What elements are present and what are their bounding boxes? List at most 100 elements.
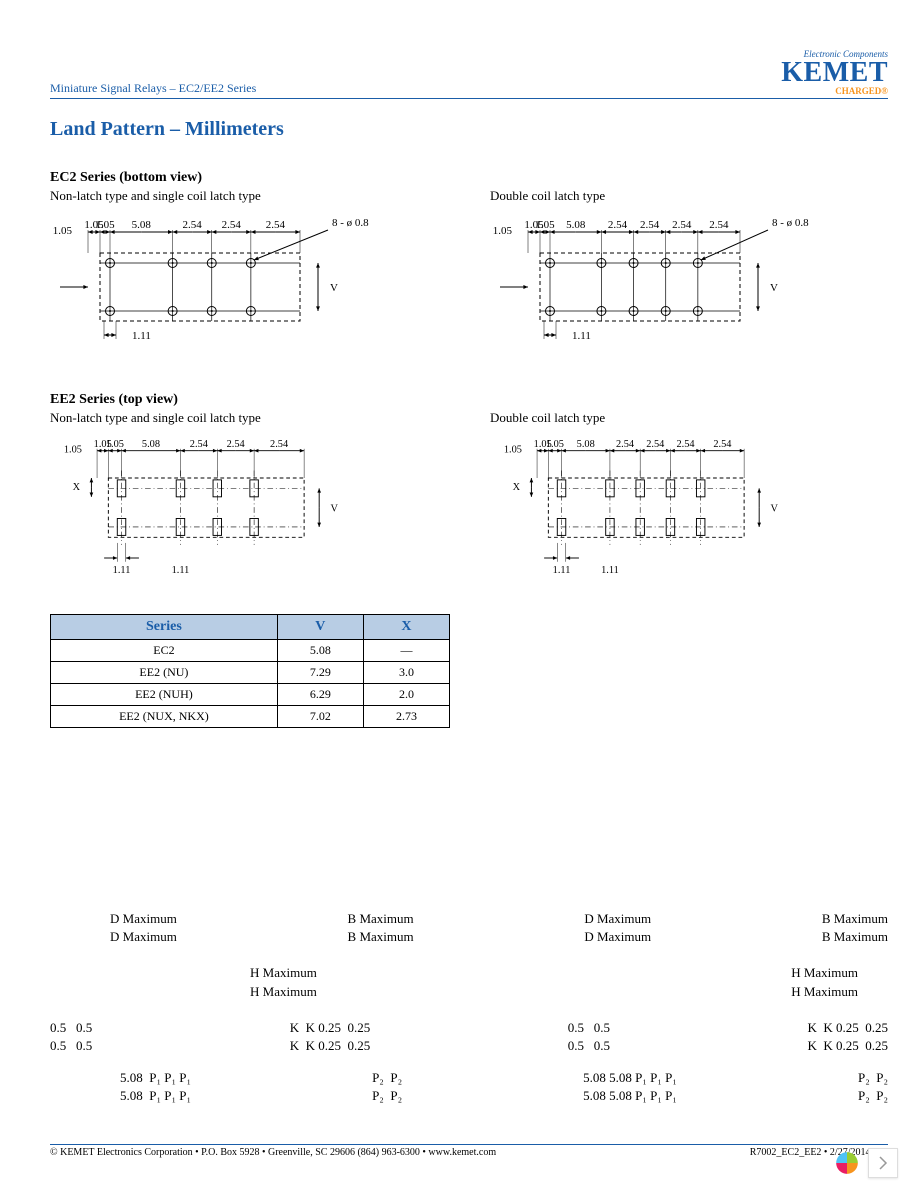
ec2-left-diagram: 1.051.055.082.542.542.541.058 - ø 0.8V1.…: [50, 208, 370, 368]
table-row: EC25.08—: [51, 640, 450, 662]
ee2-left-diagram: 1.051.055.082.542.542.541.05VX1.111.11: [50, 430, 370, 590]
svg-text:V: V: [770, 503, 778, 514]
floating-labels: D Maximum D Maximum B Maximum B Maximum …: [50, 910, 888, 1106]
footer-left: © KEMET Electronics Corporation • P.O. B…: [50, 1147, 496, 1158]
svg-text:5.08: 5.08: [142, 439, 160, 450]
svg-text:1.11: 1.11: [172, 565, 190, 576]
fl-05-1: 0.5 0.5 0.5 0.5: [50, 1019, 92, 1055]
svg-text:2.54: 2.54: [190, 439, 209, 450]
th-v: V: [277, 615, 363, 640]
svg-text:1.05: 1.05: [95, 219, 115, 231]
logo-sub: CHARGED®: [781, 87, 888, 96]
table-cell: EE2 (NUX, NKX): [51, 706, 278, 728]
fl-row-2: H Maximum H Maximum H Maximum H Maximum: [50, 964, 888, 1000]
svg-text:2.54: 2.54: [270, 439, 289, 450]
table-cell: 7.29: [277, 662, 363, 684]
ec2-row: Non-latch type and single coil latch typ…: [50, 188, 888, 368]
fl-bmax-2: B Maximum B Maximum: [822, 910, 888, 946]
svg-text:1.05: 1.05: [546, 439, 564, 450]
fl-p-1: 5.08 P₁ P₁ P₁ 5.08 P₁ P₁ P₁: [120, 1069, 191, 1105]
series-title: Miniature Signal Relays – EC2/EE2 Series: [50, 81, 256, 96]
ec2-left-svg: 1.051.055.082.542.542.541.058 - ø 0.8V1.…: [50, 208, 370, 368]
ec2-left-sub: Non-latch type and single coil latch typ…: [50, 188, 370, 204]
ee2-row: Non-latch type and single coil latch typ…: [50, 410, 888, 590]
svg-text:1.05: 1.05: [53, 225, 73, 237]
table-row: EE2 (NU)7.293.0: [51, 662, 450, 684]
page-header: Miniature Signal Relays – EC2/EE2 Series…: [50, 50, 888, 99]
fl-p-2: 5.08 5.08 P₁ P₁ P₁ 5.08 5.08 P₁ P₁ P₁: [583, 1069, 677, 1105]
svg-text:5.08: 5.08: [577, 439, 595, 450]
svg-text:1.05: 1.05: [106, 439, 124, 450]
ee2-right-svg: 1.051.055.082.542.542.542.541.05VX1.111.…: [490, 430, 810, 590]
pinwheel-icon: [834, 1150, 860, 1176]
svg-text:1.05: 1.05: [504, 445, 522, 456]
fl-hmax-2: H Maximum H Maximum: [791, 964, 858, 1000]
svg-text:8 - ø 0.8: 8 - ø 0.8: [332, 217, 369, 229]
next-page-button[interactable]: [868, 1148, 898, 1178]
ee2-heading: EE2 Series (top view): [50, 392, 888, 408]
svg-text:2.54: 2.54: [616, 439, 635, 450]
svg-text:X: X: [513, 482, 521, 493]
ee2-right-sub: Double coil latch type: [490, 410, 810, 426]
svg-text:2.54: 2.54: [183, 219, 203, 231]
ec2-right-col: Double coil latch type 1.051.055.082.542…: [490, 188, 810, 368]
fl-row-3: 0.5 0.5 0.5 0.5 K K 0.25 0.25 K K 0.25 0…: [50, 1019, 888, 1055]
svg-text:V: V: [330, 503, 338, 514]
ec2-right-svg: 1.051.055.082.542.542.542.541.058 - ø 0.…: [490, 208, 810, 368]
svg-text:V: V: [770, 282, 778, 294]
logo-text: KEMET: [781, 59, 888, 87]
table-cell: 2.0: [363, 684, 449, 706]
svg-text:V: V: [330, 282, 338, 294]
svg-text:X: X: [73, 482, 81, 493]
fl-dmax-2: D Maximum D Maximum: [584, 910, 651, 946]
svg-text:1.11: 1.11: [553, 565, 571, 576]
svg-text:2.54: 2.54: [672, 219, 692, 231]
table-cell: 7.02: [277, 706, 363, 728]
svg-text:1.11: 1.11: [113, 565, 131, 576]
svg-text:1.05: 1.05: [493, 225, 513, 237]
th-series: Series: [51, 615, 278, 640]
table-cell: EE2 (NUH): [51, 684, 278, 706]
svg-text:8 - ø 0.8: 8 - ø 0.8: [772, 217, 809, 229]
table-cell: 6.29: [277, 684, 363, 706]
svg-text:1.05: 1.05: [535, 219, 555, 231]
pager: [834, 1148, 898, 1178]
ec2-heading: EC2 Series (bottom view): [50, 170, 888, 186]
chevron-right-icon: [878, 1156, 888, 1170]
table-cell: —: [363, 640, 449, 662]
svg-text:2.54: 2.54: [709, 219, 729, 231]
ee2-left-svg: 1.051.055.082.542.542.541.05VX1.111.11: [50, 430, 370, 590]
fl-k-2: K K 0.25 0.25 K K 0.25 0.25: [807, 1019, 888, 1055]
svg-text:1.11: 1.11: [132, 330, 151, 342]
kemet-logo: Electronic Components KEMET CHARGED®: [781, 50, 888, 96]
page-title: Land Pattern – Millimeters: [50, 118, 284, 141]
table-header-row: Series V X: [51, 615, 450, 640]
fl-05-2: 0.5 0.5 0.5 0.5: [568, 1019, 610, 1055]
fl-row-1: D Maximum D Maximum B Maximum B Maximum …: [50, 910, 888, 946]
svg-text:1.11: 1.11: [601, 565, 619, 576]
svg-text:2.54: 2.54: [608, 219, 628, 231]
table-cell: 3.0: [363, 662, 449, 684]
svg-text:2.54: 2.54: [227, 439, 246, 450]
fl-hmax-1: H Maximum H Maximum: [250, 964, 317, 1000]
svg-text:2.54: 2.54: [266, 219, 286, 231]
table-row: EE2 (NUX, NKX)7.022.73: [51, 706, 450, 728]
fl-bmax-1: B Maximum B Maximum: [348, 910, 414, 946]
ec2-left-col: Non-latch type and single coil latch typ…: [50, 188, 370, 368]
table-cell: 2.73: [363, 706, 449, 728]
series-table: Series V X EC25.08—EE2 (NU)7.293.0EE2 (N…: [50, 614, 450, 728]
table-row: EE2 (NUH)6.292.0: [51, 684, 450, 706]
svg-text:2.54: 2.54: [640, 219, 660, 231]
content: EC2 Series (bottom view) Non-latch type …: [50, 170, 888, 728]
table-cell: 5.08: [277, 640, 363, 662]
svg-text:2.54: 2.54: [677, 439, 696, 450]
svg-text:1.05: 1.05: [64, 445, 82, 456]
fl-row-4: 5.08 P₁ P₁ P₁ 5.08 P₁ P₁ P₁ P₂ P₂ P₂ P₂ …: [50, 1069, 888, 1105]
fl-k-1: K K 0.25 0.25 K K 0.25 0.25: [290, 1019, 371, 1055]
fl-p2-2: P₂ P₂ P₂ P₂: [858, 1069, 888, 1105]
th-x: X: [363, 615, 449, 640]
fl-dmax-1: D Maximum D Maximum: [110, 910, 177, 946]
ee2-left-sub: Non-latch type and single coil latch typ…: [50, 410, 370, 426]
ee2-left-col: Non-latch type and single coil latch typ…: [50, 410, 370, 590]
svg-text:2.54: 2.54: [646, 439, 665, 450]
